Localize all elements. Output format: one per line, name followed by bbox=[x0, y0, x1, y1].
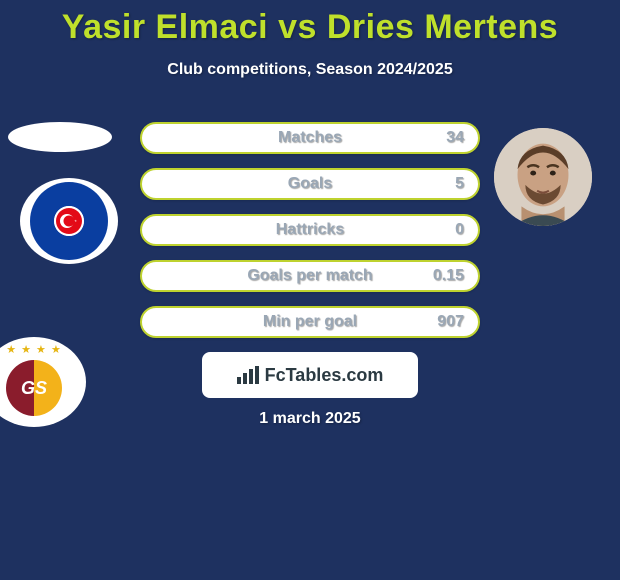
player-left-club-badge bbox=[20, 178, 118, 264]
stat-right-value: 0.15 bbox=[433, 267, 464, 285]
branding-text: FcTables.com bbox=[265, 365, 384, 386]
stat-label: Goals bbox=[288, 175, 332, 193]
player-photo-icon bbox=[494, 128, 592, 226]
branding-badge: FcTables.com bbox=[202, 352, 418, 398]
stat-row: Hattricks 0 bbox=[140, 214, 480, 246]
stat-row: Goals per match 0.15 bbox=[140, 260, 480, 292]
stat-row: Min per goal 907 bbox=[140, 306, 480, 338]
date-text: 1 march 2025 bbox=[259, 410, 360, 428]
stat-right-value: 0 bbox=[455, 221, 464, 239]
infographic-container: Yasir Elmaci vs Dries Mertens Club compe… bbox=[0, 0, 620, 580]
stat-right-value: 907 bbox=[437, 313, 464, 331]
subtitle: Club competitions, Season 2024/2025 bbox=[0, 61, 620, 79]
stat-label: Matches bbox=[278, 129, 342, 147]
kasimpasa-badge-icon bbox=[30, 182, 108, 260]
player-left-avatar-placeholder bbox=[8, 122, 112, 152]
stars-icon: ★ ★ ★ ★ bbox=[6, 343, 62, 356]
gs-badge-text: GS bbox=[21, 378, 47, 399]
galatasaray-badge-icon: GS bbox=[6, 360, 62, 416]
player-right-club-badge: ★ ★ ★ ★ GS bbox=[0, 337, 86, 427]
stat-label: Hattricks bbox=[276, 221, 344, 239]
page-title: Yasir Elmaci vs Dries Mertens bbox=[0, 0, 620, 47]
stat-label: Min per goal bbox=[263, 313, 357, 331]
stats-table: Matches 34 Goals 5 Hattricks 0 Goals per… bbox=[140, 122, 480, 352]
player-right-avatar bbox=[494, 128, 592, 226]
stat-right-value: 5 bbox=[455, 175, 464, 193]
stat-row: Matches 34 bbox=[140, 122, 480, 154]
stat-label: Goals per match bbox=[247, 267, 372, 285]
stat-row: Goals 5 bbox=[140, 168, 480, 200]
stat-right-value: 34 bbox=[446, 129, 464, 147]
kasimpasa-flag-icon bbox=[54, 206, 84, 236]
chart-icon bbox=[237, 366, 259, 384]
